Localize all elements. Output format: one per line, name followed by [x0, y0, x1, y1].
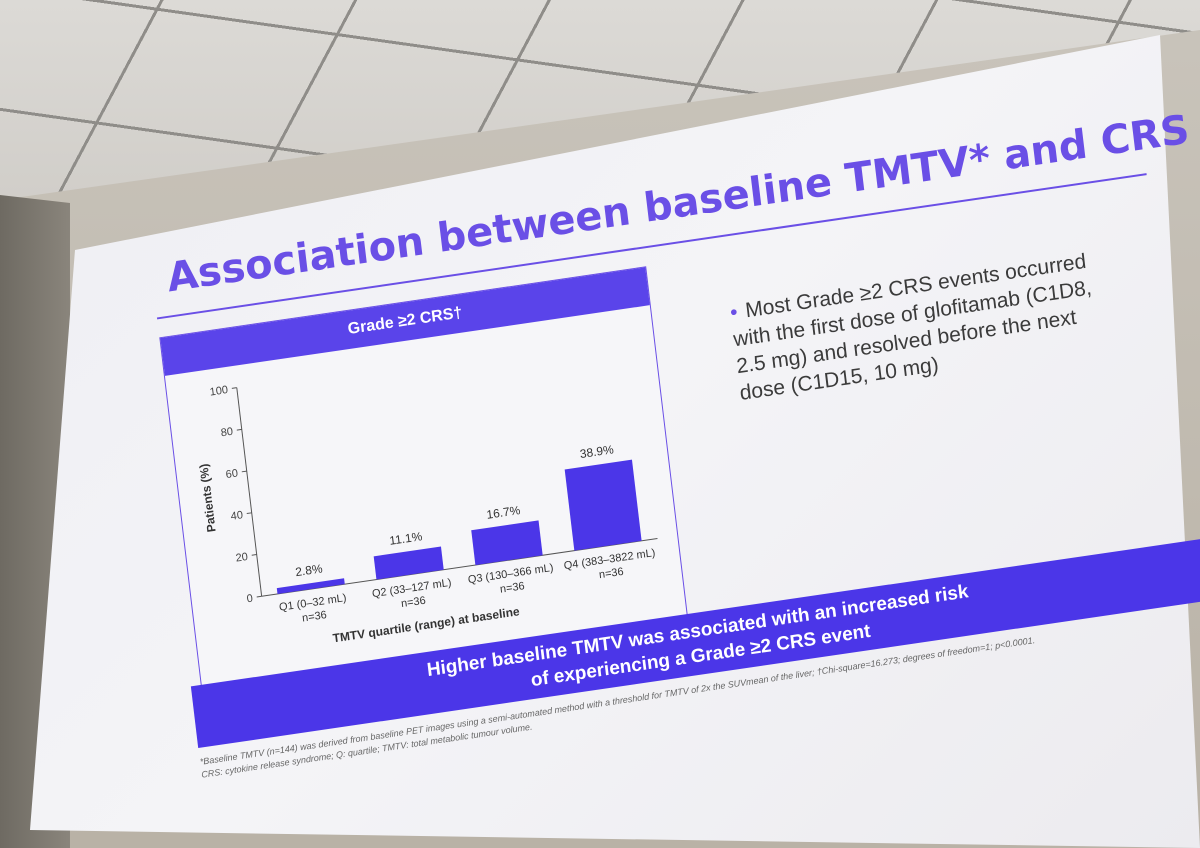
- x-tick-n-label: n=36: [400, 595, 426, 610]
- y-tick: [256, 595, 262, 598]
- data-label: 2.8%: [295, 561, 324, 579]
- x-tick-n-label: n=36: [499, 580, 525, 595]
- data-label: 38.9%: [579, 442, 615, 461]
- chart-panel: Grade ≥2 CRS† 0 20 40 60 80 100 Patients (%) 2.…: [159, 266, 688, 687]
- y-axis: [236, 387, 263, 597]
- y-tick-label: 80: [220, 426, 234, 440]
- data-label: 16.7%: [486, 503, 522, 522]
- bar: [373, 546, 444, 580]
- bullet-point: • Most Grade ≥2 CRS events occurred with …: [729, 245, 1118, 407]
- x-tick-n-label: n=36: [301, 609, 327, 624]
- y-tick: [241, 470, 247, 473]
- y-tick: [251, 554, 257, 556]
- bullet-text: Most Grade ≥2 CRS events occurred with t…: [732, 249, 1093, 406]
- y-tick-label: 20: [235, 551, 249, 565]
- bar: [471, 520, 543, 566]
- x-tick-n-label: n=36: [598, 566, 624, 581]
- y-tick: [246, 512, 252, 515]
- y-tick: [231, 387, 237, 389]
- y-axis-label: Patients (%): [197, 463, 219, 533]
- y-tick: [236, 428, 242, 431]
- data-label: 11.1%: [389, 529, 424, 548]
- bullet-dot-icon: •: [728, 300, 739, 325]
- x-axis-label: TMTV quartile (range) at baseline: [332, 604, 521, 645]
- y-tick-label: 60: [225, 467, 239, 481]
- y-tick-label: 100: [209, 384, 229, 399]
- y-tick-label: 40: [230, 509, 244, 523]
- y-tick-label: 0: [246, 593, 253, 606]
- bar: [564, 459, 642, 551]
- bar: [276, 578, 345, 594]
- slide: Association between baseline TMTV* and C…: [60, 20, 1200, 806]
